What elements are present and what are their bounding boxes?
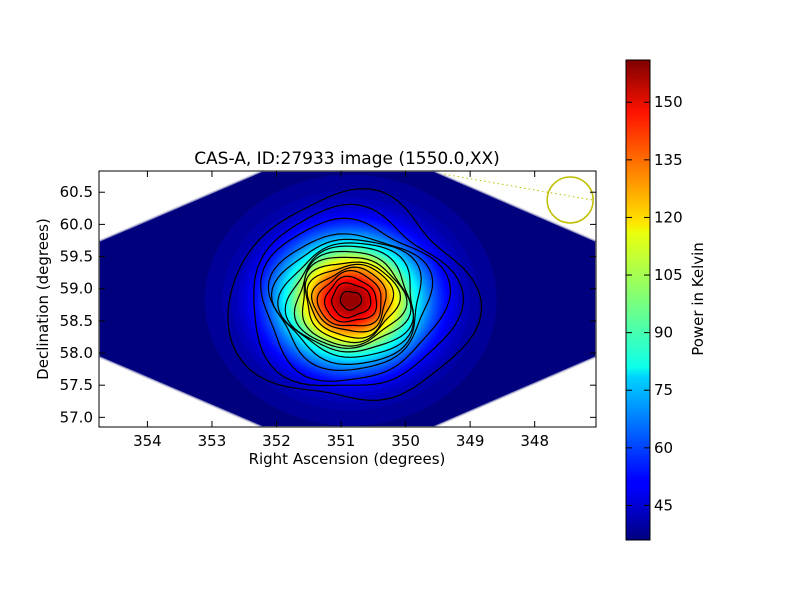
sky-edge <box>99 171 596 427</box>
contour-line <box>270 238 422 365</box>
x-axis-label: Right Ascension (degrees) <box>249 450 446 468</box>
y-axis-label: Declination (degrees) <box>34 218 52 380</box>
contour-line <box>306 263 395 339</box>
colorbar-tick-label: 75 <box>654 381 673 399</box>
colorbar-ticks: 45 60 75 90 105 120 135 150 <box>626 93 683 514</box>
colorbar-tick-label: 120 <box>654 208 683 226</box>
colorbar-tick-label: 150 <box>654 93 683 111</box>
y-tick-label: 60.0 <box>60 215 93 233</box>
source-emission <box>204 174 497 426</box>
colorbar: 45 60 75 90 105 120 135 150 Power in Kelvin <box>625 59 707 541</box>
colorbar-tick-label: 60 <box>654 439 673 457</box>
contour-line <box>339 290 362 311</box>
colorbar-label: Power in Kelvin <box>689 242 707 356</box>
plot-area: 354 353 352 351 350 349 348 57.0 57.5 58.0 58.5 59… <box>60 170 597 450</box>
contour-line <box>324 275 378 323</box>
plot-frame <box>98 170 597 428</box>
contour-line <box>253 203 465 387</box>
contour-line <box>259 217 452 382</box>
contour-lines <box>227 187 483 401</box>
colorbar-tick-label: 135 <box>654 151 683 169</box>
x-tick-label: 352 <box>262 432 291 450</box>
x-tick-label: 351 <box>327 432 356 450</box>
colorbar-gradient <box>625 59 651 541</box>
x-axis-ticks: 354 353 352 351 350 349 348 <box>133 171 549 450</box>
beam-marker <box>444 173 594 224</box>
y-tick-label: 60.5 <box>60 183 93 201</box>
contour-line <box>277 242 415 358</box>
contour-line <box>304 261 402 344</box>
x-tick-label: 354 <box>133 432 162 450</box>
contour-line <box>316 269 382 327</box>
beam-circle <box>546 176 594 224</box>
x-tick-label: 350 <box>391 432 420 450</box>
contour-line <box>284 245 415 353</box>
x-tick-label: 353 <box>198 432 227 450</box>
sky-map <box>99 171 596 427</box>
emission-ring <box>342 292 360 308</box>
y-tick-label: 58.0 <box>60 344 93 362</box>
y-tick-label: 57.0 <box>60 408 93 426</box>
contour-line <box>310 266 387 333</box>
chart-title: CAS-A, ID:27933 image (1550.0,XX) <box>194 149 500 169</box>
y-tick-label: 57.5 <box>60 376 93 394</box>
contour-line <box>227 187 483 401</box>
y-tick-label: 59.5 <box>60 248 93 266</box>
y-axis-ticks: 57.0 57.5 58.0 58.5 59.0 59.5 60.0 60.5 <box>60 183 596 426</box>
x-tick-label: 348 <box>520 432 549 450</box>
contour-line <box>293 250 412 349</box>
colorbar-tick-label: 90 <box>654 324 673 342</box>
y-tick-label: 59.0 <box>60 280 93 298</box>
colorbar-tick-label: 45 <box>654 496 673 514</box>
x-tick-label: 349 <box>456 432 485 450</box>
contour-line <box>301 256 408 347</box>
contour-line <box>267 233 434 371</box>
contour-line <box>330 282 372 319</box>
y-tick-label: 58.5 <box>60 312 93 330</box>
colorbar-tick-label: 105 <box>654 266 683 284</box>
